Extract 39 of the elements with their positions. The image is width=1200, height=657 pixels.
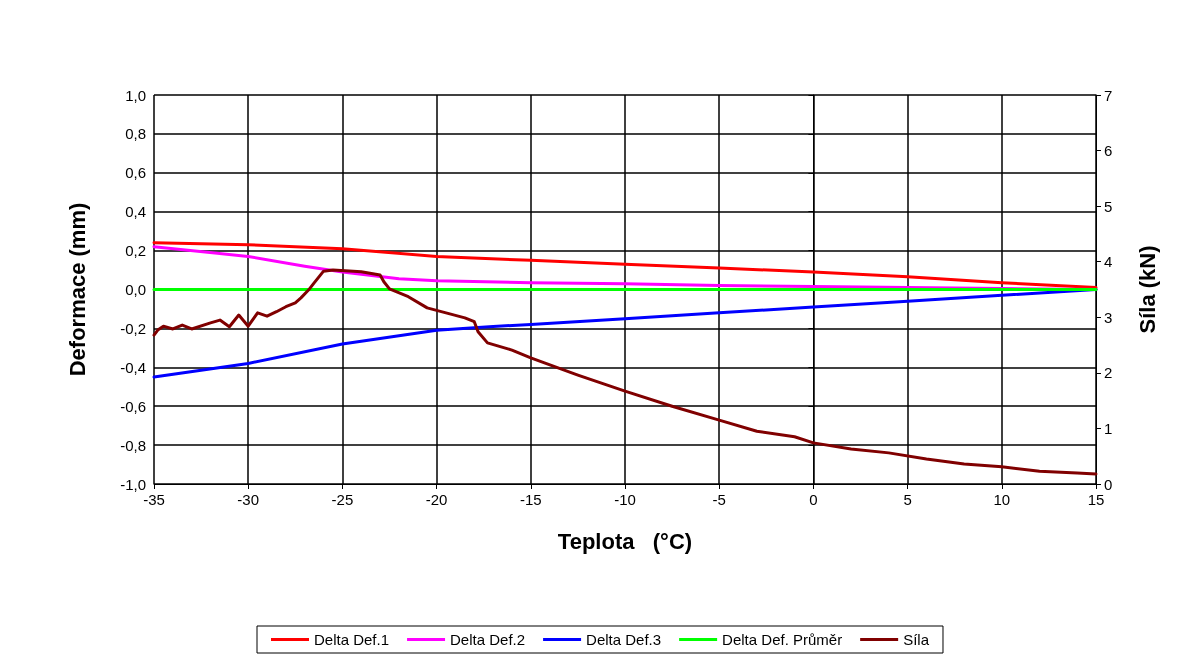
- y2-tick-label: 1: [1104, 419, 1113, 437]
- y2-tick-label: 7: [1104, 86, 1113, 104]
- y2-tick-label: 6: [1104, 142, 1113, 160]
- x-tick-label: -20: [425, 491, 448, 508]
- x-axis-title: Teplota (°C): [557, 528, 693, 554]
- y2-tick-label: 2: [1104, 364, 1113, 382]
- y-tick-label: -1,0: [120, 475, 146, 493]
- x-tick-label: 5: [903, 491, 912, 508]
- legend-label: Delta Def.2: [450, 631, 526, 648]
- y-tick-label: 0,4: [125, 203, 146, 221]
- y2-tick-label: 5: [1104, 197, 1113, 215]
- legend-label: Delta Def.3: [586, 631, 662, 648]
- y-tick-label: -0,8: [120, 436, 146, 454]
- y2-tick-label: 0: [1104, 475, 1113, 493]
- y-tick-label: 0,8: [125, 125, 146, 143]
- x-tick-label: 10: [993, 491, 1011, 508]
- y-tick-label: 0,2: [125, 242, 146, 260]
- y-tick-label: -0,6: [120, 397, 146, 415]
- x-tick-label: -25: [331, 491, 354, 508]
- line-series: [152, 268, 1098, 476]
- y2-tick-label: 3: [1104, 308, 1113, 326]
- y-tick-label: -0,4: [120, 358, 146, 376]
- y-tick-label: 0,6: [125, 164, 146, 182]
- y-tick-label: 0,0: [125, 281, 146, 298]
- x-tick-label: -35: [143, 491, 165, 508]
- legend-label: Delta Def. Průměr: [722, 631, 843, 648]
- legend-label: Delta Def.1: [314, 631, 390, 648]
- x-tick-label: 15: [1087, 491, 1105, 508]
- x-tick-label: -15: [519, 491, 542, 508]
- legend-label: Síla: [903, 631, 930, 648]
- y-tick-label: -0,2: [120, 319, 146, 337]
- y2-tick-label: 4: [1104, 253, 1113, 271]
- x-tick-label: -30: [237, 491, 260, 508]
- x-tick-label: -5: [712, 491, 726, 508]
- x-tick-label: 0: [809, 491, 818, 508]
- x-tick-label: -10: [614, 491, 636, 508]
- y-tick-label: 1,0: [125, 86, 146, 104]
- y-axis-title: Deformace (mm): [64, 202, 90, 377]
- y2-axis-title: Síla (kN): [1134, 245, 1160, 334]
